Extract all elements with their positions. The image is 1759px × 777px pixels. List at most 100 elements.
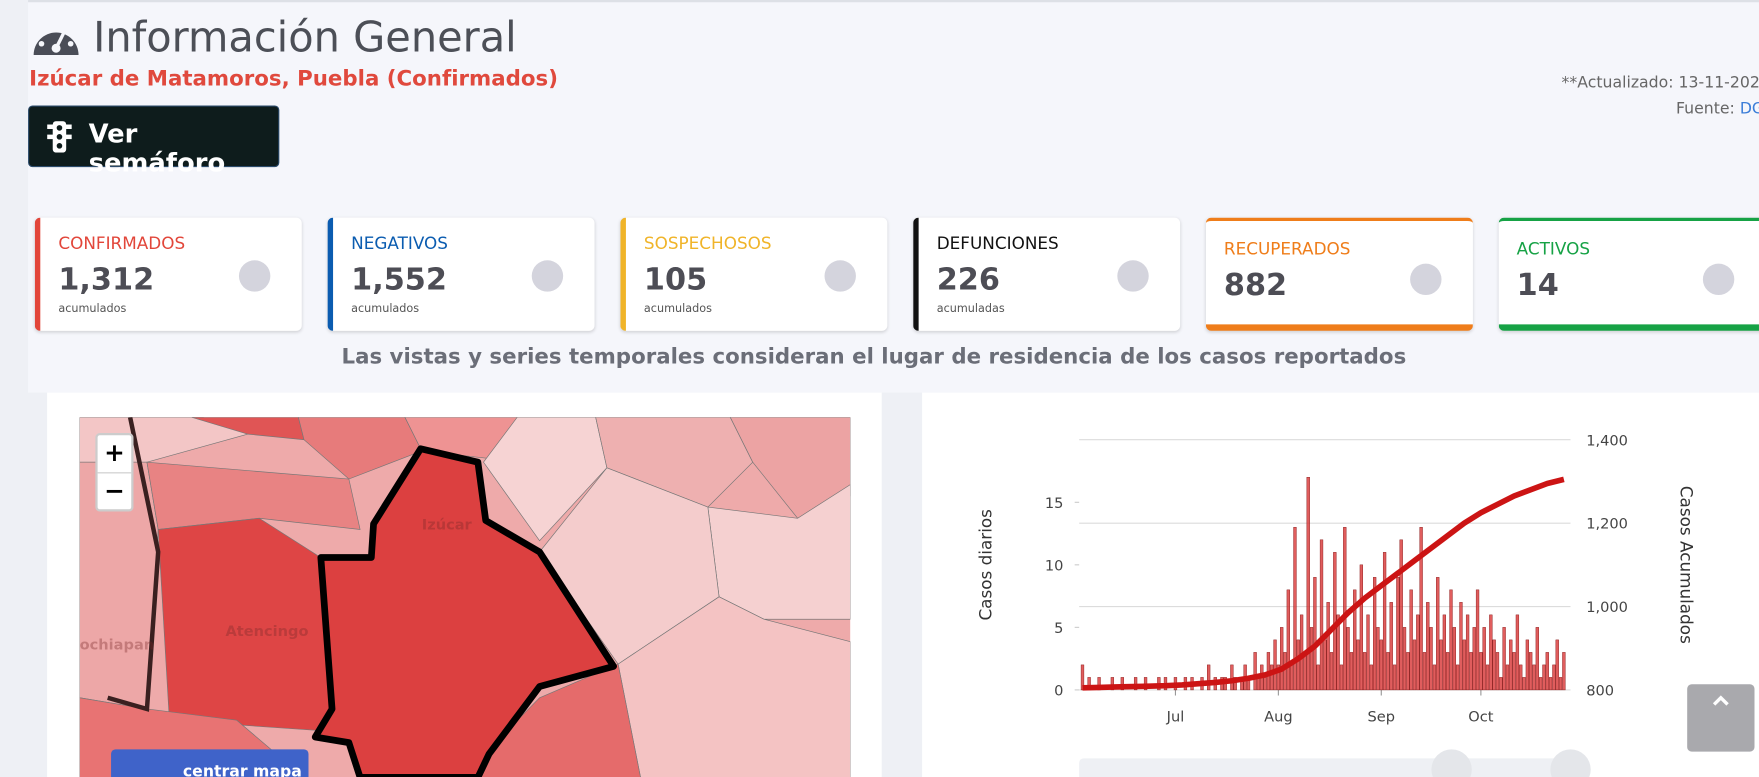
bar: [1482, 627, 1486, 691]
bar: [1270, 664, 1274, 691]
bar: [1522, 677, 1526, 691]
bar: [1419, 527, 1423, 691]
bar: [1456, 664, 1460, 691]
bar: [1303, 652, 1307, 691]
source-text: Fuente: DG: [1676, 100, 1759, 118]
map: Izúcar Atencingo ochiapan: [79, 417, 851, 777]
card-icon: [531, 260, 564, 292]
semaforo-button[interactable]: Ver semáforo: [28, 105, 280, 178]
cumulative-line: [1082, 476, 1565, 691]
bar: [1406, 652, 1410, 691]
bar: [1495, 652, 1500, 691]
bar: [1363, 652, 1367, 691]
icon-bg: [531, 260, 564, 292]
bar: [1353, 589, 1357, 691]
card-label: NEGATIVOS: [351, 233, 448, 254]
bar: [1339, 664, 1344, 691]
bar: [1293, 527, 1297, 691]
page-title: Información General: [93, 13, 517, 62]
bar: [1343, 527, 1347, 691]
bar: [1283, 652, 1287, 691]
bar: [1336, 614, 1340, 691]
bar: [1329, 652, 1334, 691]
bar: [1273, 639, 1277, 691]
gauge-icon: [33, 28, 79, 55]
icon-bg: [824, 260, 856, 292]
card-note: acumulados: [58, 302, 127, 316]
card-value: 1,312: [58, 262, 155, 298]
card-icon: [238, 260, 271, 292]
bar: [1475, 589, 1480, 691]
bar: [1542, 664, 1546, 691]
zoom-in[interactable]: +: [97, 435, 132, 474]
card-label: RECUPERADOS: [1223, 238, 1351, 260]
bar: [1548, 677, 1553, 691]
card-note: acumuladas: [936, 302, 1005, 316]
bar: [1313, 577, 1317, 691]
bar: [1412, 639, 1417, 691]
bar: [1429, 627, 1433, 691]
bar: [1439, 639, 1443, 691]
bar: [1316, 664, 1320, 691]
slider-handle[interactable]: [1431, 749, 1472, 777]
y-tick-label: 5: [1054, 620, 1063, 637]
icon-bg: [238, 260, 271, 292]
bar: [1346, 627, 1350, 691]
bar: [1333, 552, 1337, 691]
y2-tick-label: 1,400: [1586, 432, 1628, 449]
card-note: acumulados: [351, 302, 420, 316]
bar: [1389, 602, 1393, 691]
center-map-button[interactable]: centrar mapa: [111, 749, 309, 777]
bar: [1469, 652, 1473, 691]
zoom-control: + −: [95, 433, 134, 512]
bar: [1512, 652, 1516, 691]
bar: [1449, 589, 1453, 691]
bar: [1558, 677, 1563, 691]
card-icon: [824, 260, 856, 292]
icon-bg: [1702, 263, 1735, 296]
bar: [1359, 564, 1364, 691]
bar: [1369, 664, 1373, 691]
scroll-top-button[interactable]: [1687, 684, 1755, 752]
bar: [1280, 627, 1284, 691]
slider-handle[interactable]: [1550, 749, 1591, 777]
bar: [1263, 677, 1267, 691]
source-link[interactable]: DG: [1739, 99, 1759, 118]
bar: [1452, 627, 1456, 691]
bar: [1472, 627, 1476, 691]
x-tick-label: Jul: [1166, 708, 1185, 725]
bar: [1290, 664, 1294, 691]
card-value: 226: [936, 262, 1000, 298]
bar: [1110, 677, 1115, 691]
bar: [1422, 652, 1427, 691]
y2-tick-label: 800: [1586, 683, 1614, 700]
icon-bg: [1117, 260, 1149, 292]
stat-card: RECUPERADOS 882: [1205, 217, 1473, 331]
bar: [1492, 639, 1496, 691]
bar: [1459, 602, 1463, 691]
y2-tick-label: 1,200: [1586, 516, 1628, 533]
bar: [1525, 639, 1529, 691]
bar: [1462, 639, 1466, 691]
card-icon: [1702, 263, 1735, 296]
icon-bg: [1410, 263, 1442, 296]
range-slider[interactable]: [1079, 758, 1573, 777]
y-tick-label: 10: [1045, 557, 1064, 574]
residence-note: Las vistas y series temporales considera…: [341, 344, 1407, 370]
card-label: SOSPECHOSOS: [643, 233, 772, 254]
card-value: 1,552: [351, 262, 447, 298]
stat-card: DEFUNCIONES 226 acumuladas: [913, 217, 1181, 331]
bar: [1286, 589, 1290, 691]
bar: [1465, 614, 1470, 691]
card-value: 14: [1516, 268, 1559, 303]
bar: [1426, 602, 1430, 691]
stat-card: SOSPECHOSOS 105 acumulados: [620, 217, 888, 331]
bar: [1409, 589, 1413, 691]
card-value: 105: [643, 262, 708, 298]
bar: [1545, 652, 1549, 691]
chart: 800 1,000 1,200 1,400 0 5 10 15 Jul Aug Sep Oct Caso…: [976, 432, 1696, 777]
bar: [1489, 614, 1493, 691]
bar: [1479, 652, 1483, 691]
zoom-out[interactable]: −: [104, 477, 125, 506]
